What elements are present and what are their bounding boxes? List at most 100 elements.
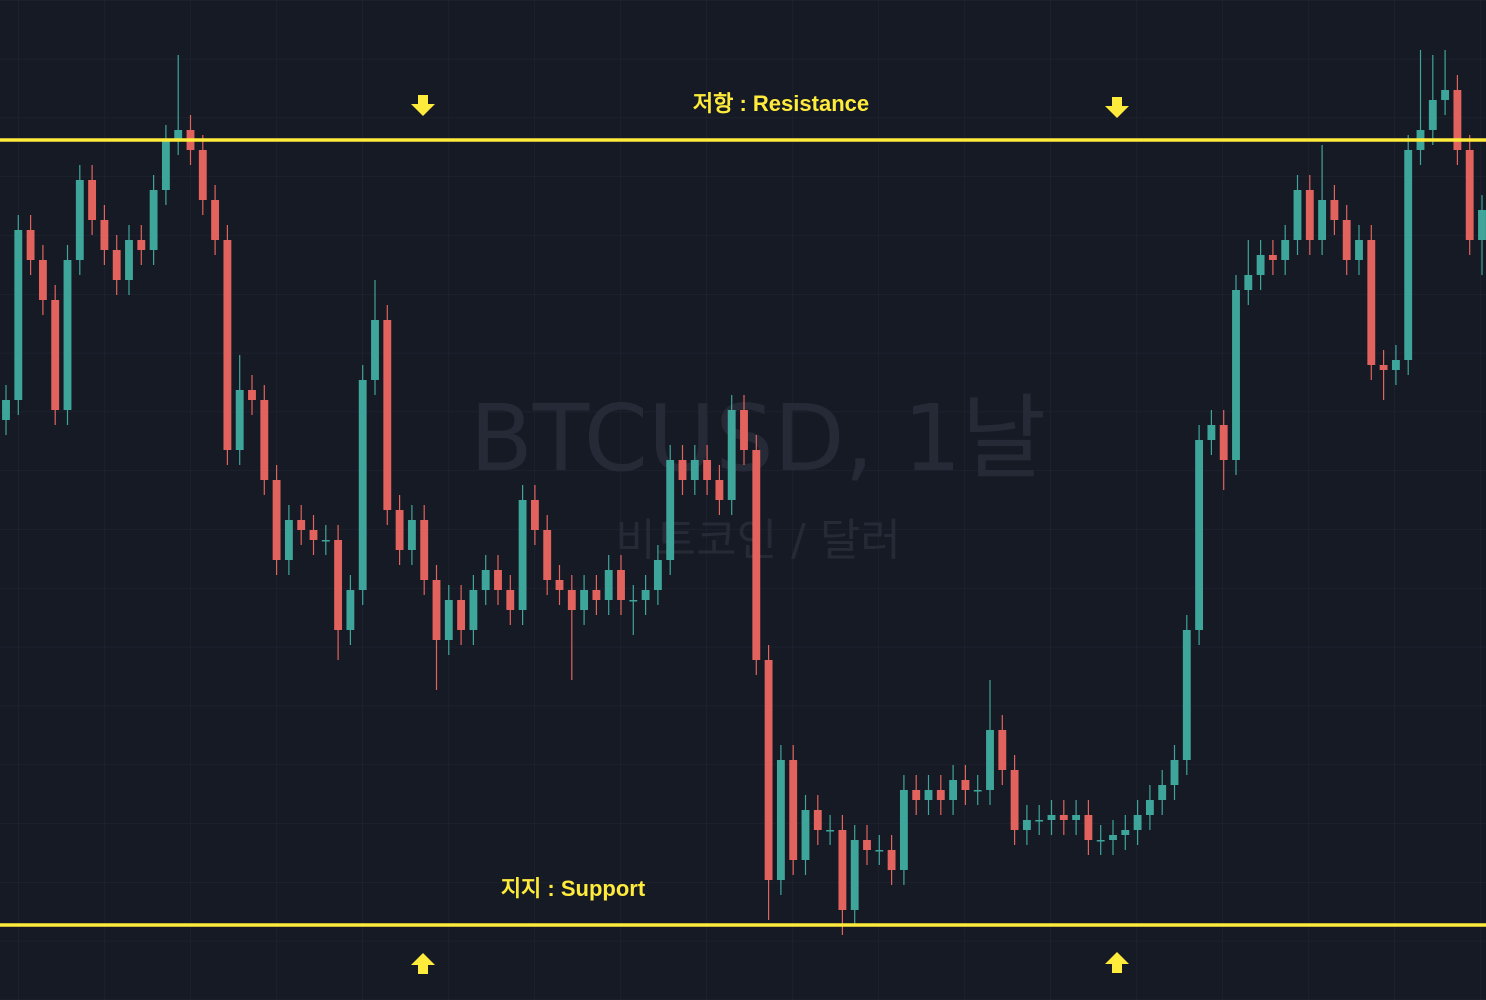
candle-body	[776, 760, 785, 880]
candle-body	[1268, 255, 1277, 260]
candle-body	[321, 540, 330, 542]
candle-body	[567, 590, 576, 610]
candle-body	[998, 730, 1007, 770]
candle-body	[1207, 425, 1216, 440]
arrow-down	[1105, 97, 1129, 118]
candle-body	[1244, 275, 1253, 290]
candle-body	[530, 500, 539, 530]
candle-body	[1318, 200, 1327, 240]
candle-body	[678, 460, 687, 480]
candle-body	[223, 240, 232, 450]
candle-body	[248, 390, 256, 400]
candle-body	[518, 500, 527, 610]
candle-body	[838, 830, 847, 910]
candle-body	[592, 590, 601, 600]
candle-body	[1072, 815, 1081, 820]
candle-body	[26, 230, 35, 260]
candle-body	[358, 380, 367, 590]
candle-body	[407, 520, 416, 550]
candle-body	[100, 220, 109, 250]
candle-body	[1145, 800, 1154, 815]
candle-body	[149, 190, 158, 250]
candle-body	[272, 480, 281, 560]
candle-body	[1330, 200, 1339, 220]
candle-body	[924, 790, 933, 800]
candle-body	[1170, 760, 1179, 785]
candle-body	[395, 510, 404, 550]
candle-body	[764, 660, 773, 880]
candle-body	[936, 790, 945, 800]
candle-body	[826, 830, 835, 832]
candle-body	[334, 540, 343, 630]
candle-body	[14, 230, 23, 400]
candle-body	[383, 320, 392, 510]
candle-body	[740, 410, 748, 450]
candle-body	[617, 570, 625, 600]
candle-body	[961, 780, 970, 790]
candle-body	[1256, 255, 1265, 275]
candle-body	[1478, 210, 1486, 240]
candle-body	[543, 530, 552, 580]
arrow-down	[411, 95, 435, 116]
candle-body	[973, 790, 982, 792]
candle-body	[629, 600, 638, 602]
candle-body	[1158, 785, 1167, 800]
candle-body	[420, 520, 429, 580]
candle-body	[1453, 90, 1462, 150]
candle-body	[63, 260, 72, 410]
candle-body	[1428, 100, 1437, 130]
candle-body	[1391, 360, 1400, 370]
candle-body	[346, 590, 355, 630]
candle-body	[555, 580, 564, 590]
candle-body	[481, 570, 490, 590]
candle-body	[432, 580, 441, 640]
candle-body	[1022, 820, 1031, 830]
candle-body	[1182, 630, 1191, 760]
candle-body	[986, 730, 994, 790]
candle-body	[752, 450, 761, 660]
candle-body	[887, 850, 896, 870]
candle-body	[1195, 440, 1204, 630]
arrow-up	[1105, 952, 1129, 973]
candle-body	[112, 250, 121, 280]
candle-body	[1047, 815, 1056, 820]
candle-body	[1232, 290, 1240, 460]
candle-body	[260, 400, 269, 480]
candle-body	[457, 600, 466, 630]
candle-body	[863, 840, 871, 850]
candle-body	[1084, 815, 1093, 840]
candle-body	[604, 570, 613, 600]
candle-body	[899, 790, 908, 870]
candle-body	[912, 790, 921, 800]
candle-body	[850, 840, 859, 910]
level-label: 저항 : Resistance	[693, 91, 869, 116]
candle-body	[494, 570, 502, 590]
candle-body	[297, 520, 306, 530]
candle-body	[309, 530, 318, 540]
candle-body	[641, 590, 650, 600]
candle-body	[666, 460, 675, 560]
candle-body	[75, 180, 84, 260]
candle-body	[580, 590, 589, 610]
level-label: 지지 : Support	[501, 876, 646, 901]
candle-body	[1367, 240, 1376, 365]
candle-body	[1404, 150, 1413, 360]
candle-body	[1465, 150, 1474, 240]
candle-body	[875, 850, 884, 852]
candle-body	[1219, 425, 1228, 460]
candle-body	[88, 180, 97, 220]
candle-body	[284, 520, 293, 560]
arrow-up	[411, 953, 435, 974]
candle-body	[1281, 240, 1290, 260]
candle-body	[371, 320, 379, 380]
candle-body	[1133, 815, 1142, 830]
candle-body	[801, 810, 810, 860]
candle-body	[715, 480, 724, 500]
candle-body	[653, 560, 662, 590]
candle-body	[469, 590, 478, 630]
candle-body	[703, 460, 712, 480]
candle-body	[2, 400, 10, 420]
candle-body	[1441, 90, 1450, 100]
candle-body	[1355, 240, 1363, 260]
candle-body	[506, 590, 515, 610]
